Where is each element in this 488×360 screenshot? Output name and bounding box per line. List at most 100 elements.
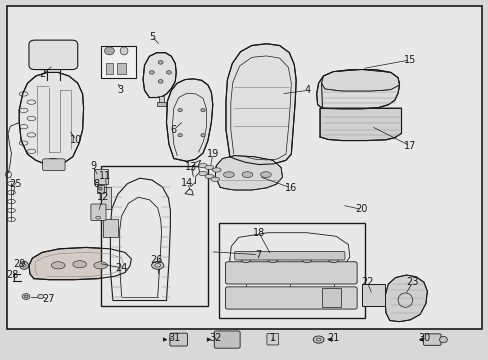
Polygon shape	[29, 247, 131, 280]
Text: 10: 10	[70, 135, 82, 145]
Bar	[101, 166, 207, 306]
Ellipse shape	[313, 336, 324, 343]
Ellipse shape	[22, 294, 30, 300]
Bar	[158, 96, 163, 103]
Text: 5: 5	[148, 32, 155, 41]
FancyBboxPatch shape	[234, 251, 344, 260]
Ellipse shape	[267, 257, 277, 262]
FancyBboxPatch shape	[423, 334, 440, 345]
Text: 17: 17	[403, 141, 416, 151]
Ellipse shape	[242, 172, 252, 177]
Text: 21: 21	[326, 333, 339, 343]
Bar	[361, 284, 384, 306]
Ellipse shape	[158, 80, 163, 83]
Polygon shape	[229, 233, 349, 262]
Ellipse shape	[198, 163, 207, 168]
Bar	[103, 220, 118, 237]
Bar	[219, 223, 365, 318]
Ellipse shape	[201, 134, 205, 137]
Polygon shape	[320, 108, 401, 140]
Polygon shape	[384, 275, 427, 321]
Text: 15: 15	[403, 55, 416, 65]
FancyBboxPatch shape	[266, 333, 278, 345]
Ellipse shape	[158, 60, 163, 64]
Ellipse shape	[178, 108, 182, 112]
Ellipse shape	[120, 47, 128, 55]
Polygon shape	[120, 197, 161, 297]
Text: 6: 6	[170, 125, 177, 135]
Bar	[101, 46, 136, 78]
Text: 28: 28	[7, 270, 19, 280]
Polygon shape	[19, 72, 83, 165]
Ellipse shape	[328, 257, 338, 262]
Ellipse shape	[73, 261, 86, 268]
Bar	[157, 102, 165, 107]
Ellipse shape	[151, 261, 163, 269]
Text: 22: 22	[361, 277, 373, 287]
Text: 32: 32	[209, 333, 221, 343]
Text: 9: 9	[90, 161, 96, 171]
Text: 12: 12	[97, 192, 109, 202]
Text: 16: 16	[284, 183, 296, 193]
Polygon shape	[166, 79, 212, 161]
Ellipse shape	[439, 336, 447, 343]
Ellipse shape	[166, 71, 171, 74]
Ellipse shape	[98, 187, 102, 190]
Text: 2: 2	[39, 69, 45, 79]
Ellipse shape	[38, 294, 43, 299]
FancyBboxPatch shape	[225, 287, 356, 309]
Ellipse shape	[104, 47, 114, 55]
Ellipse shape	[210, 177, 219, 181]
Text: 26: 26	[150, 255, 163, 265]
Text: 7: 7	[255, 249, 261, 260]
Text: 8: 8	[93, 179, 99, 189]
Ellipse shape	[51, 262, 65, 269]
Ellipse shape	[24, 295, 28, 298]
Text: 25: 25	[9, 179, 21, 189]
Ellipse shape	[204, 165, 213, 170]
Bar	[117, 63, 126, 74]
FancyBboxPatch shape	[42, 159, 65, 171]
Bar	[101, 187, 111, 209]
Text: 14: 14	[181, 178, 193, 188]
Ellipse shape	[302, 257, 311, 262]
Text: 29: 29	[13, 259, 25, 269]
Bar	[106, 63, 113, 74]
Text: 23: 23	[406, 277, 418, 287]
Ellipse shape	[149, 71, 154, 74]
Ellipse shape	[201, 108, 205, 112]
Text: 19: 19	[206, 149, 219, 159]
Ellipse shape	[46, 158, 61, 166]
Ellipse shape	[260, 172, 271, 177]
Ellipse shape	[223, 172, 234, 177]
FancyBboxPatch shape	[29, 40, 78, 69]
Bar	[321, 288, 340, 307]
Ellipse shape	[178, 134, 182, 137]
Ellipse shape	[241, 257, 250, 262]
Text: 31: 31	[168, 333, 181, 343]
Bar	[97, 185, 103, 193]
Ellipse shape	[20, 261, 28, 269]
Polygon shape	[316, 69, 399, 109]
Text: 13: 13	[184, 162, 197, 172]
Text: 3: 3	[117, 85, 123, 95]
Ellipse shape	[204, 174, 213, 179]
Polygon shape	[110, 178, 170, 300]
Text: 30: 30	[418, 333, 430, 343]
FancyBboxPatch shape	[169, 333, 187, 346]
Ellipse shape	[198, 171, 207, 176]
Polygon shape	[225, 44, 296, 165]
Text: 18: 18	[252, 228, 264, 238]
Text: 4: 4	[304, 85, 310, 95]
Ellipse shape	[212, 168, 221, 172]
Ellipse shape	[94, 262, 107, 269]
Text: 20: 20	[355, 204, 367, 215]
FancyBboxPatch shape	[91, 204, 106, 221]
FancyBboxPatch shape	[225, 262, 356, 284]
Text: 11: 11	[99, 171, 111, 181]
Text: 24: 24	[115, 263, 127, 273]
FancyBboxPatch shape	[214, 331, 240, 348]
Text: 1: 1	[269, 333, 275, 343]
Polygon shape	[321, 69, 399, 91]
Polygon shape	[143, 53, 176, 98]
